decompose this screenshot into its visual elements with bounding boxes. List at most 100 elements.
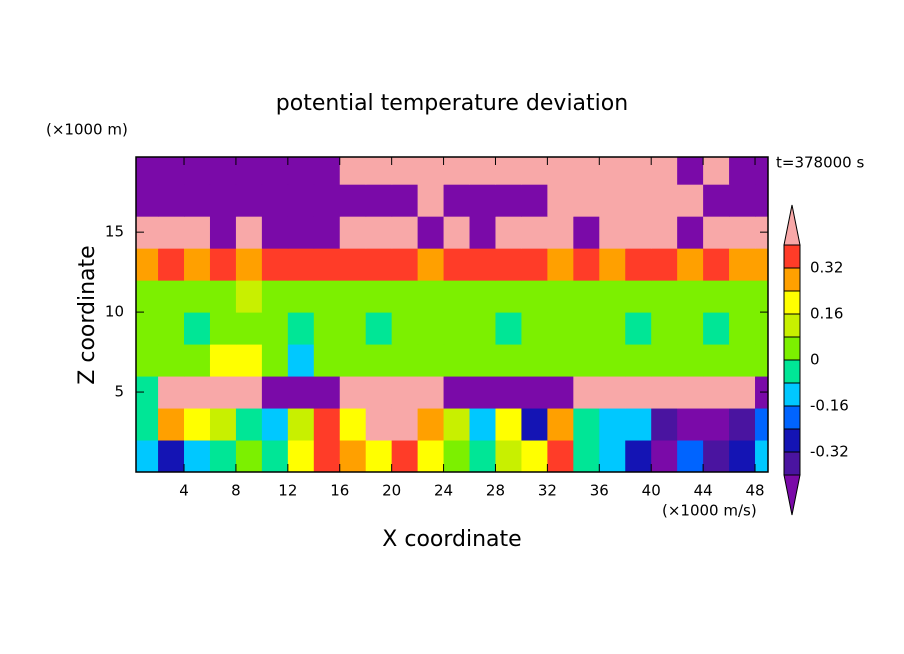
cell: [547, 408, 574, 441]
x-tick-label: 28: [486, 482, 505, 500]
cell: [755, 184, 769, 217]
cell: [391, 216, 419, 249]
cell: [136, 184, 159, 217]
x-tick-label: 8: [231, 482, 241, 500]
cell: [547, 344, 574, 377]
x-tick-label: 40: [642, 482, 661, 500]
cell: [365, 312, 393, 345]
cell: [703, 184, 730, 217]
x-tick-label: 48: [745, 482, 764, 500]
cell: [703, 216, 730, 249]
cell: [625, 216, 652, 249]
cell: [287, 376, 315, 409]
cell: [136, 216, 159, 249]
cell: [417, 248, 445, 281]
cell: [158, 184, 185, 217]
cell: [287, 157, 315, 185]
cell: [287, 440, 315, 473]
cell: [625, 440, 652, 473]
cell: [703, 312, 730, 345]
cell: [495, 440, 522, 473]
colorbar-box: [783, 405, 801, 430]
cell: [313, 312, 341, 345]
cell: [313, 408, 341, 441]
cell: [184, 157, 211, 185]
cell: [495, 376, 522, 409]
cell: [599, 280, 626, 313]
cell: [547, 216, 574, 249]
cell: [599, 312, 626, 345]
cell: [547, 440, 574, 473]
cell: [417, 344, 445, 377]
cell: [495, 184, 522, 217]
cell: [287, 344, 315, 377]
colorbar-tick-label: 0: [810, 351, 820, 369]
cell: [184, 280, 211, 313]
cell: [729, 312, 756, 345]
cell: [261, 440, 289, 473]
cell: [495, 248, 522, 281]
cell: [184, 248, 211, 281]
cell: [703, 157, 730, 185]
cell: [184, 312, 211, 345]
cell: [417, 280, 445, 313]
cell: [184, 376, 211, 409]
cell: [235, 216, 263, 249]
cell: [391, 184, 419, 217]
cell: [703, 344, 730, 377]
cell: [651, 280, 678, 313]
cell: [729, 216, 756, 249]
cell: [158, 216, 185, 249]
cell: [235, 440, 263, 473]
cell: [443, 408, 471, 441]
cell: [625, 408, 652, 441]
y-tick-label: 15: [105, 223, 124, 241]
y-tick-label: 5: [114, 383, 124, 401]
cell: [495, 216, 522, 249]
cell: [235, 376, 263, 409]
plot-frame: [135, 156, 769, 473]
colorbar-box: [783, 244, 801, 269]
cell: [625, 157, 652, 185]
cell: [261, 184, 289, 217]
cell: [625, 280, 652, 313]
cell: [573, 280, 600, 313]
cell: [235, 312, 263, 345]
cell: [573, 376, 600, 409]
cell: [573, 408, 600, 441]
x-tick-label: 32: [538, 482, 557, 500]
cell: [158, 280, 185, 313]
colorbar-box: [783, 451, 801, 476]
y-unit: (×1000 m): [46, 121, 128, 139]
colorbar-box: [783, 336, 801, 361]
cell: [158, 344, 185, 377]
cell: [136, 280, 159, 313]
cell: [703, 376, 730, 409]
cell: [158, 248, 185, 281]
cell: [573, 216, 600, 249]
cell: [625, 312, 652, 345]
cell: [391, 440, 419, 473]
cell: [339, 344, 367, 377]
cell: [443, 280, 471, 313]
cell: [599, 248, 626, 281]
cell: [677, 344, 704, 377]
cell: [313, 280, 341, 313]
cell: [209, 440, 237, 473]
cell: [677, 440, 704, 473]
cell: [521, 344, 548, 377]
cell: [136, 312, 159, 345]
cell: [469, 248, 496, 281]
colorbar-box: [783, 428, 801, 453]
cell: [235, 344, 263, 377]
cell: [443, 248, 471, 281]
cell: [677, 157, 704, 185]
cell: [184, 440, 211, 473]
cell: [625, 344, 652, 377]
cell: [417, 408, 445, 441]
cell: [651, 157, 678, 185]
cell: [521, 280, 548, 313]
cell: [599, 440, 626, 473]
cell: [184, 408, 211, 441]
